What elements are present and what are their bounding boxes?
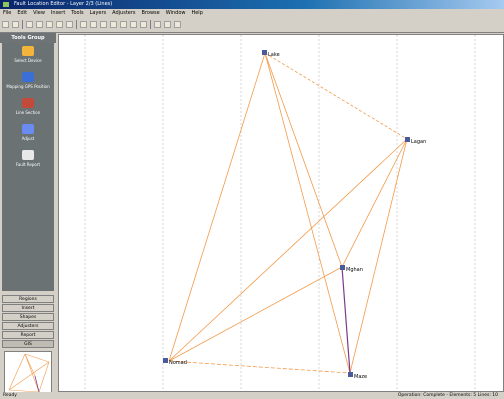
grid-lines: [84, 35, 476, 391]
open-icon[interactable]: [12, 21, 19, 28]
tab-shapes[interactable]: Shapes: [2, 313, 54, 321]
pan-icon[interactable]: [140, 21, 147, 28]
pointer-icon[interactable]: [100, 21, 107, 28]
tool-gps-mapping[interactable]: Mapping GPS Position: [2, 69, 54, 95]
menu-edit[interactable]: Edit: [17, 10, 28, 16]
status-text: Ready: [3, 393, 17, 398]
link-lagan-nomad[interactable]: [168, 138, 408, 362]
toolbar-separator: [22, 20, 23, 29]
diagram-canvas[interactable]: Lake Lagan Mghan Nomad Maze: [58, 34, 504, 392]
adjust-icon: [22, 124, 34, 134]
tool-select-device[interactable]: Select Device: [2, 43, 54, 69]
sidebar-header: Tools Group: [0, 33, 56, 43]
node-label: Mghan: [346, 267, 363, 273]
tool-adjust[interactable]: Adjust: [2, 121, 54, 147]
substation-icon: [348, 372, 353, 377]
menu-view[interactable]: View: [33, 10, 45, 16]
grid-icon[interactable]: [154, 21, 161, 28]
node-mghan[interactable]: Mghan: [340, 265, 363, 273]
link-lagan-maze[interactable]: [349, 138, 408, 374]
substation-icon: [340, 265, 345, 270]
link-mghan-nomad[interactable]: [168, 266, 343, 362]
node-maze[interactable]: Maze: [348, 372, 367, 380]
title-bar: Fault Location Editor - Layer 2/3 (Lines…: [0, 0, 504, 9]
zoom-in-icon[interactable]: [110, 21, 117, 28]
window-title: Fault Location Editor - Layer 2/3 (Lines…: [14, 1, 113, 7]
tab-insert[interactable]: Insert: [2, 304, 54, 312]
tool-label: Adjust: [21, 136, 35, 141]
menu-tools[interactable]: Tools: [71, 10, 84, 16]
tool-fault-report[interactable]: Fault Report: [2, 147, 54, 173]
tab-adjusters[interactable]: Adjusters: [2, 322, 54, 330]
tool-label: Fault Report: [15, 162, 41, 167]
filter-icon[interactable]: [164, 21, 171, 28]
menu-insert[interactable]: Insert: [50, 10, 66, 16]
link-nomad-maze[interactable]: [168, 360, 351, 374]
menu-browse[interactable]: Browse: [141, 10, 160, 16]
link-lagan-mghan[interactable]: [341, 138, 408, 268]
toolbar-separator: [150, 20, 151, 29]
print-icon[interactable]: [36, 21, 43, 28]
substation-icon: [163, 358, 168, 363]
link-lake-mghan[interactable]: [264, 52, 343, 268]
tool-line-section[interactable]: Line Section: [2, 95, 54, 121]
tool-palette: Select Device Mapping GPS Position Line …: [2, 43, 54, 291]
sidebar: Tools Group Select Device Mapping GPS Po…: [0, 33, 56, 399]
redo-icon[interactable]: [90, 21, 97, 28]
link-lake-maze[interactable]: [264, 52, 351, 374]
menu-file[interactable]: File: [3, 10, 12, 16]
undo-icon[interactable]: [80, 21, 87, 28]
node-lake[interactable]: Lake: [262, 50, 280, 58]
link-mghan-maze[interactable]: [341, 266, 351, 374]
layout-icon[interactable]: [174, 21, 181, 28]
link-lake-nomad[interactable]: [168, 52, 266, 362]
overview-map: [8, 353, 50, 393]
menu-window[interactable]: Window: [165, 10, 186, 16]
status-bar: Ready Operation: Complete - Elements: 5 …: [0, 392, 504, 399]
copy-icon[interactable]: [56, 21, 63, 28]
new-icon[interactable]: [2, 21, 9, 28]
tab-report[interactable]: Report: [2, 331, 54, 339]
zoom-fit-icon[interactable]: [130, 21, 137, 28]
node-label: Lagan: [411, 139, 426, 145]
node-label: Lake: [268, 52, 280, 58]
node-label: Nomad: [169, 360, 187, 366]
tool-label: Line Section: [15, 110, 41, 115]
node-lagan[interactable]: Lagan: [405, 137, 426, 145]
select-device-icon: [22, 46, 34, 56]
menu-help[interactable]: Help: [191, 10, 203, 16]
substation-icon: [262, 50, 267, 55]
substation-icon: [405, 137, 410, 142]
network-links: [168, 52, 408, 374]
network-diagram: Lake Lagan Mghan Nomad Maze: [84, 35, 476, 391]
node-nomad[interactable]: Nomad: [163, 358, 187, 366]
toolbar-separator: [76, 20, 77, 29]
link-lake-lagan[interactable]: [264, 52, 408, 140]
app-icon: [3, 2, 9, 7]
cut-icon[interactable]: [46, 21, 53, 28]
status-operation: Operation: Complete - Elements: 5 Lines:…: [397, 393, 498, 398]
save-icon[interactable]: [26, 21, 33, 28]
line-section-icon: [22, 98, 34, 108]
fault-report-icon: [22, 150, 34, 160]
tool-label: Select Device: [14, 58, 42, 63]
tool-label: Mapping GPS Position: [6, 84, 50, 89]
tab-regions[interactable]: Regions: [2, 295, 54, 303]
gps-mapping-icon: [22, 72, 34, 82]
zoom-out-icon[interactable]: [120, 21, 127, 28]
menu-bar: File Edit View Insert Tools Layers Adjus…: [0, 9, 504, 17]
menu-layers[interactable]: Layers: [89, 10, 107, 16]
overview-thumbnail[interactable]: [4, 351, 52, 395]
paste-icon[interactable]: [66, 21, 73, 28]
toolbar: [0, 17, 504, 33]
tab-gis[interactable]: GIS: [2, 340, 54, 348]
menu-adjusters[interactable]: Adjusters: [112, 10, 136, 16]
node-label: Maze: [354, 374, 367, 380]
